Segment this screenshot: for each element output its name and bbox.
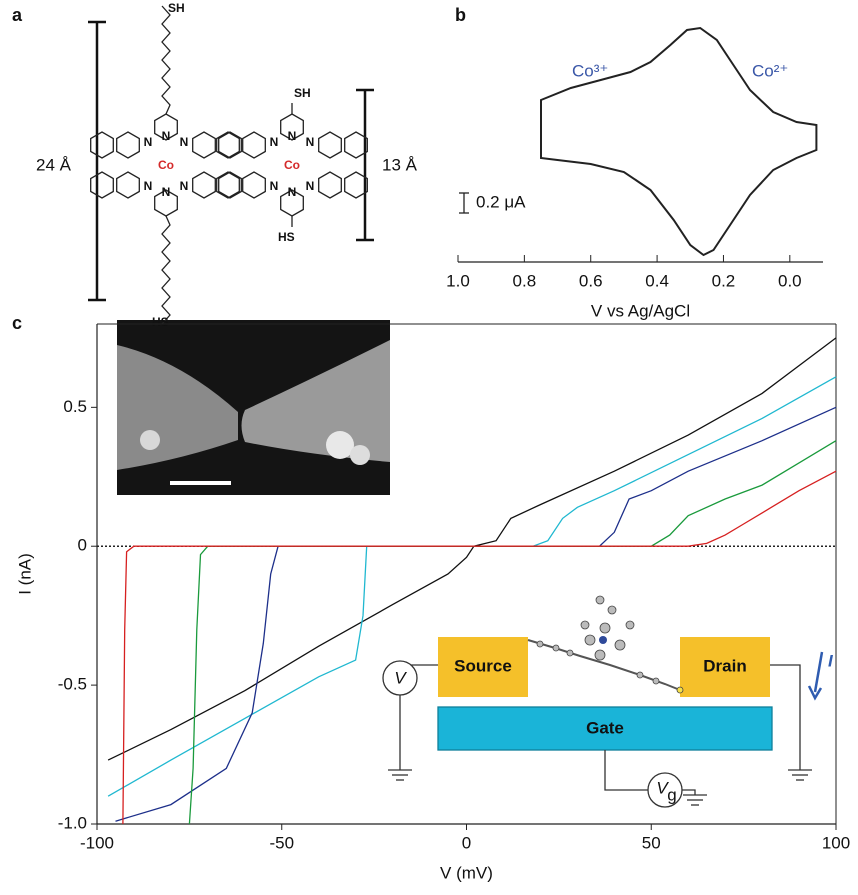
annotation: Co²⁺	[752, 61, 788, 80]
ring	[217, 132, 240, 158]
bias-label: V	[394, 668, 407, 687]
x-tick-label: 0.8	[513, 271, 537, 290]
drain-label: Drain	[703, 656, 746, 675]
ring	[91, 172, 114, 198]
ring	[117, 172, 140, 198]
x-tick-label: 1.0	[446, 271, 470, 290]
gate-label: Gate	[586, 718, 624, 737]
x-tick-label: 0.2	[712, 271, 736, 290]
micrograph	[117, 320, 390, 495]
y-tick-label: 0	[78, 536, 87, 555]
ring	[243, 172, 266, 198]
panel-label: a	[12, 5, 23, 25]
panel-label: b	[455, 5, 466, 25]
x-tick-label: 0.6	[579, 271, 603, 290]
schematic	[383, 596, 822, 807]
atom-label: N	[270, 179, 279, 193]
y-tick-label: 0.5	[63, 397, 87, 416]
ring	[91, 132, 114, 158]
x-tick-label: 0.4	[645, 271, 669, 290]
ring	[193, 132, 216, 158]
y-tick-label: -1.0	[58, 813, 87, 832]
data-line	[189, 441, 836, 824]
length-bars	[88, 22, 374, 300]
current-label: I	[828, 651, 834, 670]
scale-bar	[459, 193, 469, 213]
metal-label: Co	[158, 158, 174, 172]
chain	[162, 6, 170, 114]
length-label: 24 Å	[36, 155, 72, 174]
atom-label: SH	[168, 1, 185, 15]
x-tick-label: -100	[80, 833, 114, 852]
ring	[193, 172, 216, 198]
atom-label: N	[306, 179, 315, 193]
atom-label: N	[162, 185, 171, 199]
x-axis-label: V vs Ag/AgCl	[591, 301, 690, 320]
figure: a b c 24 Å 13 Å	[0, 0, 858, 895]
y-axis-label: I (nA)	[15, 553, 34, 595]
chain	[162, 216, 170, 324]
atom-label: HS	[152, 315, 169, 329]
x-tick-label: 0.0	[778, 271, 802, 290]
ring	[243, 132, 266, 158]
atom-label: N	[144, 179, 153, 193]
ring	[117, 132, 140, 158]
scale-bar-label: 0.2 μA	[476, 192, 526, 211]
x-tick-label: 50	[642, 833, 661, 852]
panel-label: c	[12, 313, 22, 333]
atom-label: HS	[278, 230, 295, 244]
y-tick-label: -0.5	[58, 675, 87, 694]
annotation: Co³⁺	[572, 61, 608, 80]
atom-label: N	[270, 135, 279, 149]
atom-label: N	[306, 135, 315, 149]
ring	[319, 172, 342, 198]
gate-voltage-subscript: g	[667, 785, 676, 804]
atom-label: N	[180, 179, 189, 193]
atom-label: SH	[294, 86, 311, 100]
length-label: 13 Å	[382, 155, 418, 174]
ring	[217, 172, 240, 198]
x-tick-label: 100	[822, 833, 850, 852]
atom-label: N	[144, 135, 153, 149]
metal-label: Co	[284, 158, 300, 172]
atom-label: N	[288, 129, 297, 143]
atom-label: N	[288, 185, 297, 199]
ring	[319, 132, 342, 158]
x-tick-label: 0	[462, 833, 471, 852]
atom-label: N	[162, 129, 171, 143]
x-axis-label: V (mV)	[440, 863, 493, 882]
source-label: Source	[454, 656, 512, 675]
page: {"panel_a": {"label": "a", "nitrogen": "…	[0, 0, 858, 895]
atom-label: N	[180, 135, 189, 149]
x-tick-label: -50	[269, 833, 294, 852]
